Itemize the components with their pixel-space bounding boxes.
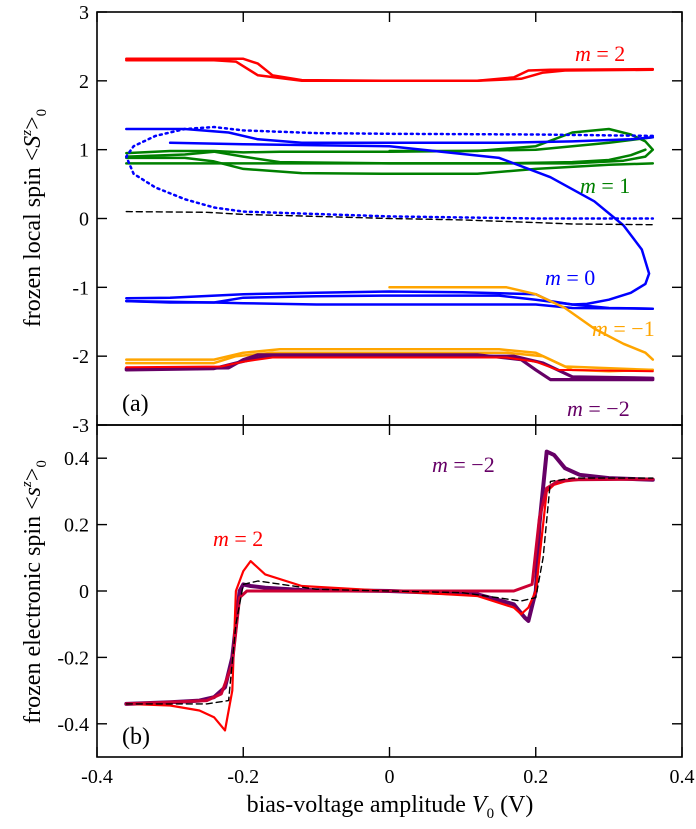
annotation-b-m-minus-2: m = −2 xyxy=(432,452,495,477)
y-tick-label: 0.4 xyxy=(64,448,89,470)
panel-a-y-ticks: 3 2 1 0 -1 -2 -3 xyxy=(72,2,683,437)
series-line-b-1 xyxy=(125,478,654,732)
series-line-a-7 xyxy=(125,127,655,145)
series-line-a-11 xyxy=(388,286,655,361)
y-tick-label: -3 xyxy=(72,415,89,437)
panel-a-y-axis-title: frozen local spin <Sz>0 xyxy=(19,109,50,327)
annotation-b-m-2: m = 2 xyxy=(213,526,263,551)
series-line-a-5 xyxy=(125,127,655,165)
annotation-m-minus-1: m = −1 xyxy=(592,316,655,341)
y-tick-label: -1 xyxy=(72,277,89,299)
panel-b-x-ticks: -0.4 -0.2 0 0.2 0.4 xyxy=(81,425,695,788)
series-line-b-3 xyxy=(125,477,654,705)
x-tick-label: -0.2 xyxy=(227,766,259,788)
annotation-m-2: m = 2 xyxy=(575,41,625,66)
series-line-a-6 xyxy=(125,125,655,220)
x-tick-label: 0 xyxy=(385,766,395,788)
panel-b-y-axis-title: frozen electronic spin <sz>0 xyxy=(19,460,50,724)
y-tick-label: 1 xyxy=(79,140,89,162)
series-line-a-4 xyxy=(125,156,655,176)
y-tick-label: 0 xyxy=(79,209,89,231)
panel-b: 0.4 0.2 0 -0.2 -0.4 -0.4 -0.2 0 0.2 0.4 (b) m = … xyxy=(19,424,695,822)
y-tick-label: 3 xyxy=(79,2,89,24)
x-tick-label: 0.4 xyxy=(670,766,695,788)
panel-a-series xyxy=(124,57,655,382)
x-axis-title: bias-voltage amplitude V0 (V) xyxy=(247,792,534,822)
series-line-a-2 xyxy=(125,136,655,155)
y-tick-label: 2 xyxy=(79,71,89,93)
y-tick-label: -0.2 xyxy=(57,647,89,669)
annotation-m-1: m = 1 xyxy=(580,173,630,198)
panel-b-y-ticks: 0.4 0.2 0 -0.2 -0.4 xyxy=(57,448,682,736)
series-line-b-2 xyxy=(124,477,655,706)
annotation-m-minus-2: m = −2 xyxy=(567,396,630,421)
y-tick-label: -2 xyxy=(72,346,89,368)
series-line-b-0 xyxy=(124,449,655,706)
x-tick-label: -0.4 xyxy=(81,766,113,788)
series-line-a-1 xyxy=(125,57,655,83)
y-tick-label: 0.2 xyxy=(64,515,89,537)
series-line-a-8 xyxy=(125,141,651,306)
panel-b-series xyxy=(124,449,655,732)
y-tick-label: 0 xyxy=(79,581,89,603)
y-tick-label: -0.4 xyxy=(57,714,89,736)
panel-b-label: (b) xyxy=(122,724,150,750)
annotation-m-0: m = 0 xyxy=(545,265,595,290)
panel-a-label: (a) xyxy=(122,391,149,417)
x-tick-label: 0.2 xyxy=(523,766,548,788)
series-line-a-16 xyxy=(125,356,654,373)
series-line-a-17 xyxy=(125,210,654,226)
